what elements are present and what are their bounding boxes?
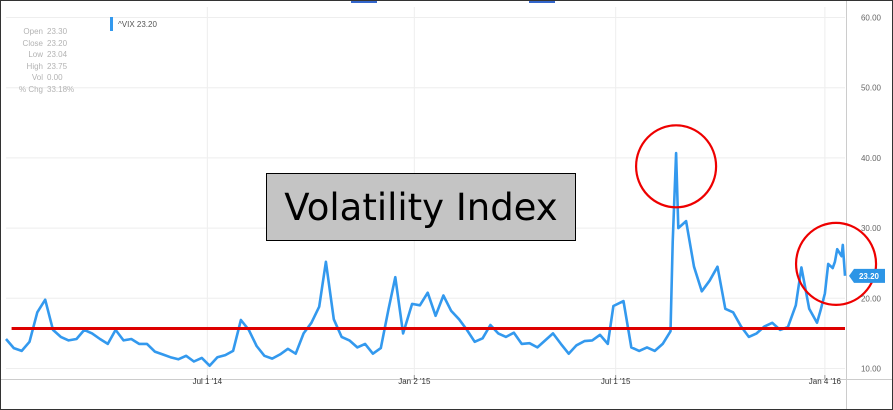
legend-label: ^VIX 23.20 (118, 19, 157, 29)
range-marker-left[interactable] (351, 1, 377, 3)
stat-value: 23.04 (47, 50, 68, 60)
y-tick-label: 60.00 (861, 14, 882, 23)
stat-high: High 23.75 (9, 61, 74, 73)
volatility-index-title: Volatility Index (266, 173, 576, 241)
series-legend[interactable]: ^VIX 23.20 (110, 17, 157, 31)
overlay-layer (11, 124, 878, 330)
stat-low: Low 23.04 (9, 49, 74, 61)
stat-label: Vol (31, 73, 43, 83)
y-tick-label: 10.00 (861, 364, 882, 373)
ohlc-stats: Open 23.30 Close 23.20 Low 23.04 High 23.75 … (9, 26, 74, 96)
vix-series-line (5, 151, 847, 367)
stat-value: 0.00 (47, 73, 63, 83)
stat-label: Low (28, 50, 43, 60)
last-value-badge-bg (849, 268, 885, 283)
x-tick-label: Jul 1 '15 (601, 377, 631, 386)
stat-close: Close 23.20 (9, 38, 74, 50)
stat-label: Close (22, 38, 43, 48)
y-tick-label: 40.00 (861, 154, 882, 163)
stat-label: Open (23, 27, 43, 36)
y-tick-label: 30.00 (861, 224, 882, 233)
highlight-circle (634, 124, 718, 209)
series-layer (5, 151, 847, 367)
stat-value: 23.20 (47, 38, 68, 48)
axis-layer: 10.00 20.00 30.00 40.00 50.00 60.00 Jul 1 '14 J… (193, 14, 885, 386)
legend-swatch (110, 17, 113, 31)
x-tick-label: Jan 2 '15 (398, 377, 431, 386)
stat-value: 23.30 (47, 27, 68, 36)
stat-vol: Vol 0.00 (9, 72, 74, 84)
stat-open: Open 23.30 (9, 26, 74, 38)
last-value-badge-text: 23.20 (859, 272, 880, 281)
y-tick-label: 50.00 (861, 84, 882, 93)
last-value-badge: 23.20 (849, 268, 885, 283)
stat-pct-change: % Chg 33.18% (9, 84, 74, 96)
x-tick-label: Jan 4 '16 (809, 377, 842, 386)
y-tick-label: 20.00 (861, 294, 882, 303)
highlight-circle (794, 221, 878, 306)
range-marker-right[interactable] (529, 1, 555, 3)
stat-label: % Chg (18, 84, 43, 94)
stat-value: 23.75 (47, 61, 68, 71)
stat-label: High (26, 61, 43, 71)
stat-value: 33.18% (47, 84, 75, 94)
x-tick-label: Jul 1 '14 (193, 377, 223, 386)
